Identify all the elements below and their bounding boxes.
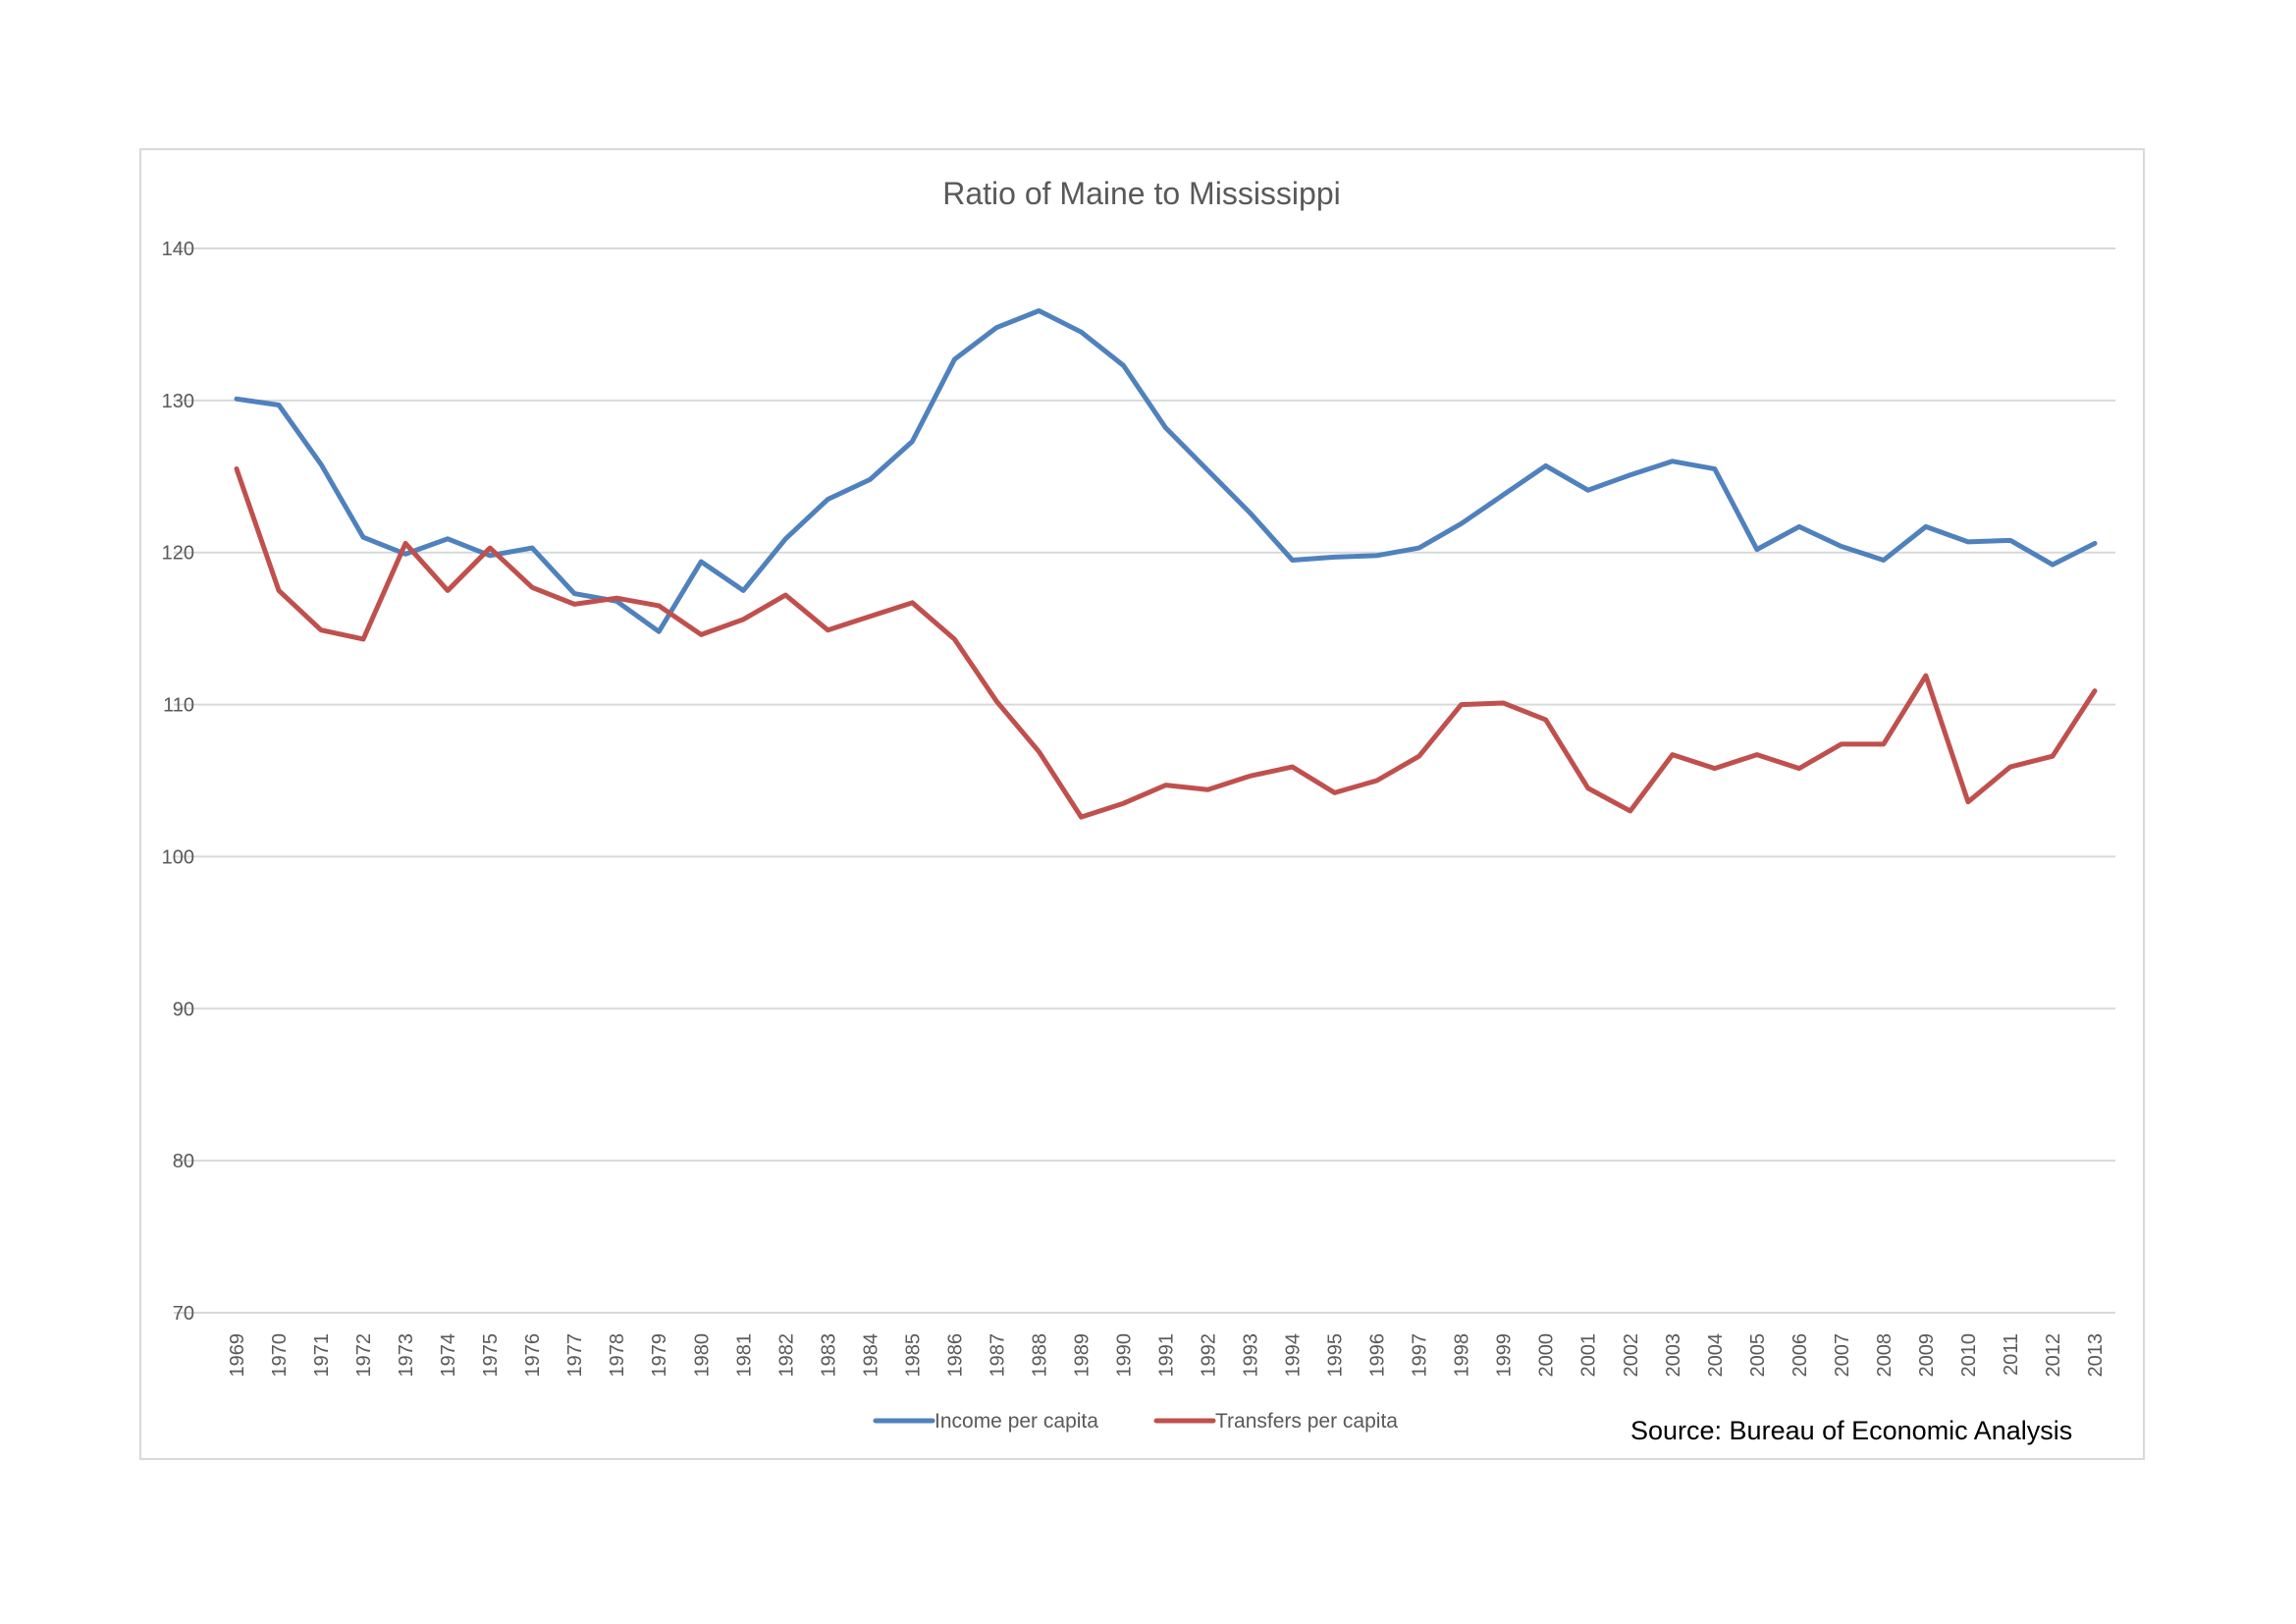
series-line-transfers xyxy=(234,466,2098,820)
y-tick-label: 100 xyxy=(162,846,194,868)
x-tick-label: 1974 xyxy=(438,1333,459,1378)
x-tick-label: 1987 xyxy=(987,1333,1008,1378)
x-tick-label: 2011 xyxy=(2001,1333,2022,1376)
x-tick-label: 1975 xyxy=(480,1333,502,1378)
x-tick-label: 1992 xyxy=(1199,1333,1220,1378)
x-tick-label: 1985 xyxy=(902,1333,924,1378)
x-tick-label: 1983 xyxy=(818,1333,839,1378)
x-tick-label: 2009 xyxy=(1916,1333,1938,1378)
x-tick-label: 1982 xyxy=(775,1333,797,1378)
x-tick-label: 2006 xyxy=(1789,1333,1811,1378)
x-tick-label: 1990 xyxy=(1113,1333,1135,1378)
x-tick-label: 1997 xyxy=(1410,1333,1431,1378)
x-tick-label: 2003 xyxy=(1663,1333,1684,1378)
x-tick-label: 2008 xyxy=(1874,1333,1896,1378)
x-tick-label: 1994 xyxy=(1283,1333,1305,1378)
series-line-income xyxy=(234,307,2098,634)
x-tick-label: 2007 xyxy=(1832,1333,1853,1378)
x-tick-label: 1996 xyxy=(1367,1333,1389,1378)
y-tick-label: 90 xyxy=(173,999,194,1020)
y-tick-label: 80 xyxy=(173,1151,194,1172)
x-tick-label: 1999 xyxy=(1494,1333,1516,1378)
x-tick-label: 2012 xyxy=(2043,1333,2064,1378)
y-tick-label: 110 xyxy=(163,695,194,717)
x-tick-label: 1988 xyxy=(1029,1333,1050,1378)
x-tick-label: 1973 xyxy=(396,1333,417,1378)
x-tick-label: 1998 xyxy=(1452,1333,1473,1378)
x-tick-label: 1977 xyxy=(564,1333,586,1378)
x-tick-label: 1972 xyxy=(353,1333,375,1378)
x-tick-label: 1971 xyxy=(311,1333,333,1378)
x-tick-label: 2001 xyxy=(1578,1333,1600,1378)
source-annotation: Source: Bureau of Economic Analysis xyxy=(1630,1416,2072,1445)
x-tick-label: 2002 xyxy=(1621,1333,1642,1378)
chart-frame xyxy=(139,148,2145,1460)
legend-label: Transfers per capita xyxy=(1215,1410,1398,1433)
x-tick-label: 2000 xyxy=(1536,1333,1558,1378)
x-tick-label: 2004 xyxy=(1705,1333,1727,1378)
y-tick-label: 130 xyxy=(162,391,194,412)
chart-title: Ratio of Maine to Mississippi xyxy=(942,176,1340,211)
x-tick-label: 1978 xyxy=(607,1333,628,1378)
x-tick-label: 1980 xyxy=(691,1333,713,1378)
y-tick-label: 70 xyxy=(173,1303,194,1325)
x-tick-label: 1970 xyxy=(269,1333,291,1378)
x-tick-label: 1989 xyxy=(1071,1333,1093,1378)
x-tick-label: 1979 xyxy=(649,1333,670,1378)
x-tick-label: 1995 xyxy=(1325,1333,1347,1378)
x-tick-label: 1991 xyxy=(1156,1333,1178,1378)
x-tick-label: 2010 xyxy=(1958,1333,1980,1378)
y-tick-label: 140 xyxy=(162,239,194,260)
x-tick-label: 2013 xyxy=(2085,1333,2107,1378)
x-tick-label: 1969 xyxy=(227,1333,248,1378)
y-tick-label: 120 xyxy=(162,543,194,565)
x-tick-label: 1993 xyxy=(1241,1333,1262,1378)
x-tick-label: 1986 xyxy=(944,1333,966,1378)
x-tick-label: 1984 xyxy=(860,1333,881,1378)
x-tick-label: 1981 xyxy=(733,1333,755,1378)
x-tick-label: 2005 xyxy=(1747,1333,1769,1378)
legend-label: Income per capita xyxy=(934,1410,1098,1433)
x-tick-label: 1976 xyxy=(522,1333,544,1378)
